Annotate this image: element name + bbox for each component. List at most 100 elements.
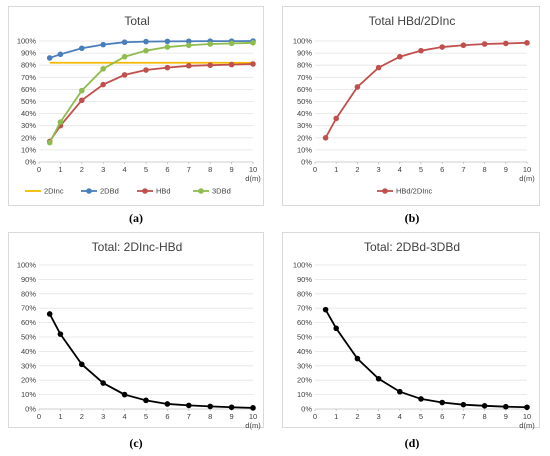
y-tick-label: 50% (21, 333, 36, 342)
x-tick-label: 6 (165, 412, 169, 421)
chart-svg-a: Total 0% 10% 20% 30% 40% 50% 60% 70% 80% 90% 100% 0 1… (17, 14, 261, 196)
data-point (207, 62, 213, 68)
data-point (397, 53, 403, 60)
data-point (57, 331, 64, 337)
chart-panel-c: Total: 2DInc-HBd 0% 10% 20% 30% 40% 50% 60% 70% 8… (8, 232, 264, 430)
data-point (333, 115, 339, 122)
chart-title: Total (124, 14, 149, 28)
y-tick-label: 60% (21, 318, 36, 327)
y-tick-label: 0% (301, 405, 312, 414)
chart-title: Total: 2DBd-3DBd (364, 240, 460, 254)
x-tick-label: 2 (80, 165, 84, 174)
x-tick-label: 6 (165, 165, 169, 174)
y-tick-label: 80% (21, 61, 36, 70)
x-tick-label: 10 (249, 165, 257, 174)
x-tick-label: 1 (58, 165, 62, 174)
y-tick-label: 30% (21, 361, 36, 370)
data-point (46, 55, 53, 61)
x-tick-label: 5 (419, 412, 423, 421)
x-tick-label: 7 (461, 412, 465, 421)
x-tick-label: 3 (101, 412, 105, 421)
y-tick-label: 80% (21, 289, 36, 298)
x-tick-label: 3 (377, 165, 381, 174)
chart-panel-d: Total: 2DBd-3DBd 0% 10% 20% 30% 40% 50% 60% 70% 8… (282, 232, 540, 430)
x-tick-label: 2 (80, 412, 84, 421)
data-point (481, 403, 488, 409)
x-tick-label: 9 (230, 165, 234, 174)
data-point (207, 403, 213, 410)
y-tick-label: 40% (297, 347, 312, 356)
y-tick-label: 30% (297, 361, 312, 370)
data-point (228, 404, 235, 411)
y-tick-label: 70% (21, 73, 36, 82)
data-point (228, 61, 235, 68)
data-point (164, 64, 171, 71)
data-point (250, 405, 256, 411)
data-point (121, 391, 128, 398)
x-axis-label: d(m) (245, 174, 261, 183)
data-point (46, 139, 53, 146)
y-tick-label: 70% (297, 304, 312, 313)
data-point (121, 39, 128, 46)
legend-label: HBd/2DInc (396, 187, 433, 196)
data-point (143, 67, 149, 73)
data-point (418, 47, 424, 54)
data-point (375, 64, 382, 71)
data-point (439, 399, 445, 406)
x-tick-label: 3 (101, 165, 105, 174)
x-tick-label: 10 (523, 165, 531, 174)
data-point (322, 135, 329, 141)
x-tick-label: 3 (377, 412, 381, 421)
chart-panel-b: Total HBd/2DInc 0% 10% 20% 30% 40% 50% 60% 70% 80… (282, 6, 540, 206)
x-tick-label: 9 (504, 165, 508, 174)
y-tick-label: 40% (21, 109, 36, 118)
data-point (354, 355, 361, 362)
y-tick-label: 30% (21, 121, 36, 130)
y-tick-label: 100% (293, 37, 313, 46)
x-tick-label: 5 (419, 165, 423, 174)
data-point (186, 63, 192, 69)
x-tick-label: 8 (208, 412, 212, 421)
data-point (186, 38, 192, 45)
y-tick-label: 0% (25, 158, 36, 167)
data-point (164, 38, 171, 45)
chart-svg-b: Total HBd/2DInc0%10%20%30%40%50%60%70%80… (293, 14, 535, 196)
x-tick-label: 0 (37, 165, 41, 174)
x-tick-label: 9 (230, 412, 234, 421)
x-axis-label: d(m) (245, 421, 261, 430)
caption-a: (a) (129, 211, 143, 225)
data-point (100, 81, 106, 88)
data-point (79, 87, 85, 94)
data-point (79, 97, 85, 104)
data-point (250, 40, 256, 46)
x-tick-label: 4 (398, 412, 402, 421)
y-tick-label: 80% (297, 61, 312, 70)
data-point (143, 38, 149, 45)
x-tick-label: 5 (144, 165, 148, 174)
x-axis-label: d(m) (519, 421, 535, 430)
chart-title: Total HBd/2DInc (369, 14, 456, 28)
x-tick-label: 4 (123, 165, 127, 174)
data-point (207, 41, 213, 47)
x-tick-label: 9 (504, 412, 508, 421)
data-point (333, 325, 339, 332)
legend-label: 2DInc (44, 187, 64, 196)
x-tick-label: 1 (334, 412, 338, 421)
y-tick-label: 40% (21, 347, 36, 356)
x-tick-label: 0 (313, 165, 317, 174)
data-point (57, 51, 64, 58)
data-point (322, 306, 329, 313)
legend-label: 2DBd (100, 187, 119, 196)
y-tick-label: 10% (21, 145, 36, 154)
data-point (375, 375, 382, 382)
data-point (524, 404, 530, 411)
chart-title: Total: 2DInc-HBd (92, 240, 183, 254)
x-tick-label: 1 (334, 165, 338, 174)
chart-svg-d: Total: 2DBd-3DBd 0% 10% 20% 30% 40% 50% 60% 70% 8… (293, 240, 535, 430)
legend-marker (198, 188, 204, 194)
x-tick-label: 5 (144, 412, 148, 421)
y-tick-label: 80% (297, 289, 312, 298)
data-point (460, 401, 467, 408)
x-tick-label: 2 (355, 165, 359, 174)
x-tick-label: 10 (249, 412, 257, 421)
